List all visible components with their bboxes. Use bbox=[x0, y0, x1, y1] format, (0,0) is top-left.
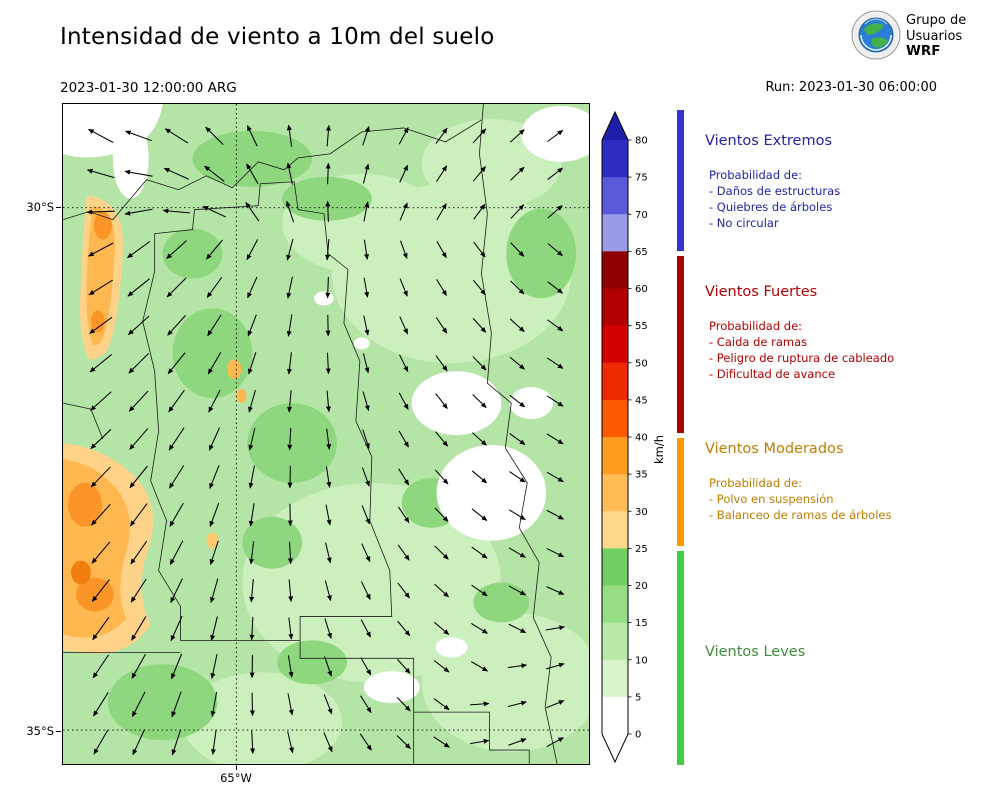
page-title: Intensidad de viento a 10m del suelo bbox=[60, 24, 495, 50]
model-run-label: Run: 2023-01-30 06:00:00 bbox=[765, 80, 937, 95]
ytick-35s-label: 35°S bbox=[26, 724, 54, 738]
legend-item: - Polvo en suspensión bbox=[709, 492, 834, 506]
svg-text:55: 55 bbox=[635, 321, 648, 332]
xtick-65w-mark bbox=[236, 765, 237, 770]
svg-text:25: 25 bbox=[635, 544, 648, 555]
legend-section-leves: Vientos Leves bbox=[705, 644, 997, 678]
svg-text:80: 80 bbox=[635, 136, 648, 147]
legend-section-fuertes: Vientos Fuertes Probabilidad de: - Caida… bbox=[705, 284, 997, 382]
legend-item: - Caida de ramas bbox=[709, 335, 808, 349]
legend-strip-moderados bbox=[677, 438, 684, 546]
legend-subtitle-moderados: Probabilidad de: bbox=[709, 476, 803, 490]
legend-item: - Quiebres de árboles bbox=[709, 200, 833, 214]
legend-item: - No circular bbox=[709, 216, 779, 230]
svg-text:10: 10 bbox=[635, 655, 648, 666]
legend-strip-leves bbox=[677, 551, 684, 765]
ytick-30s-mark bbox=[56, 207, 61, 208]
ytick-30s-label: 30°S bbox=[26, 200, 54, 214]
wind-map-canvas bbox=[63, 104, 589, 764]
svg-text:5: 5 bbox=[635, 692, 641, 703]
svg-text:20: 20 bbox=[635, 581, 648, 592]
legend-strip-fuertes bbox=[677, 256, 684, 433]
wind-map bbox=[62, 103, 590, 765]
legend-item: - Peligro de ruptura de cableado bbox=[709, 351, 895, 365]
svg-text:35: 35 bbox=[635, 470, 648, 481]
legend-subtitle-extremos: Probabilidad de: bbox=[709, 168, 803, 182]
legend-title-fuertes: Vientos Fuertes bbox=[705, 284, 818, 300]
moderate-wind-orange-areas bbox=[63, 195, 247, 654]
wind-direction-arrows bbox=[86, 124, 565, 756]
legend-section-extremos: Vientos Extremos Probabilidad de: - Daño… bbox=[705, 133, 997, 231]
svg-text:15: 15 bbox=[635, 618, 648, 629]
svg-text:70: 70 bbox=[635, 210, 648, 221]
legend-title-moderados: Vientos Moderados bbox=[705, 441, 844, 457]
wrf-globe-icon bbox=[851, 10, 901, 60]
logo-text: Grupo de Usuarios WRF bbox=[906, 13, 966, 60]
svg-text:60: 60 bbox=[635, 284, 648, 295]
colorbar-unit-label: km/h bbox=[652, 434, 666, 464]
logo-text-line1: Grupo de bbox=[906, 13, 967, 28]
svg-text:40: 40 bbox=[635, 433, 648, 444]
svg-text:50: 50 bbox=[635, 358, 648, 369]
ytick-35s-mark bbox=[56, 731, 61, 732]
legend-item: - Balanceo de ramas de árboles bbox=[709, 508, 892, 522]
legend-item: - Dificultad de avance bbox=[709, 367, 836, 381]
logo-text-line2: Usuarios bbox=[906, 28, 963, 44]
valid-time-label: 2023-01-30 12:00:00 ARG bbox=[60, 80, 237, 96]
svg-text:30: 30 bbox=[635, 507, 648, 518]
svg-text:45: 45 bbox=[635, 395, 648, 406]
svg-text:65: 65 bbox=[635, 247, 648, 258]
legend-section-moderados: Vientos Moderados Probabilidad de: - Pol… bbox=[705, 441, 997, 523]
legend-title-extremos: Vientos Extremos bbox=[705, 133, 833, 149]
wrf-logo bbox=[851, 10, 901, 60]
xtick-65w-label: 65°W bbox=[220, 771, 252, 785]
logo-text-wrf: WRF bbox=[906, 43, 941, 59]
legend-title-leves: Vientos Leves bbox=[705, 644, 806, 660]
svg-text:75: 75 bbox=[635, 173, 648, 184]
legend-subtitle-fuertes: Probabilidad de: bbox=[709, 319, 803, 333]
svg-text:0: 0 bbox=[635, 730, 641, 741]
legend-item: - Daños de estructuras bbox=[709, 184, 841, 198]
legend-strip-extremos bbox=[677, 110, 684, 251]
